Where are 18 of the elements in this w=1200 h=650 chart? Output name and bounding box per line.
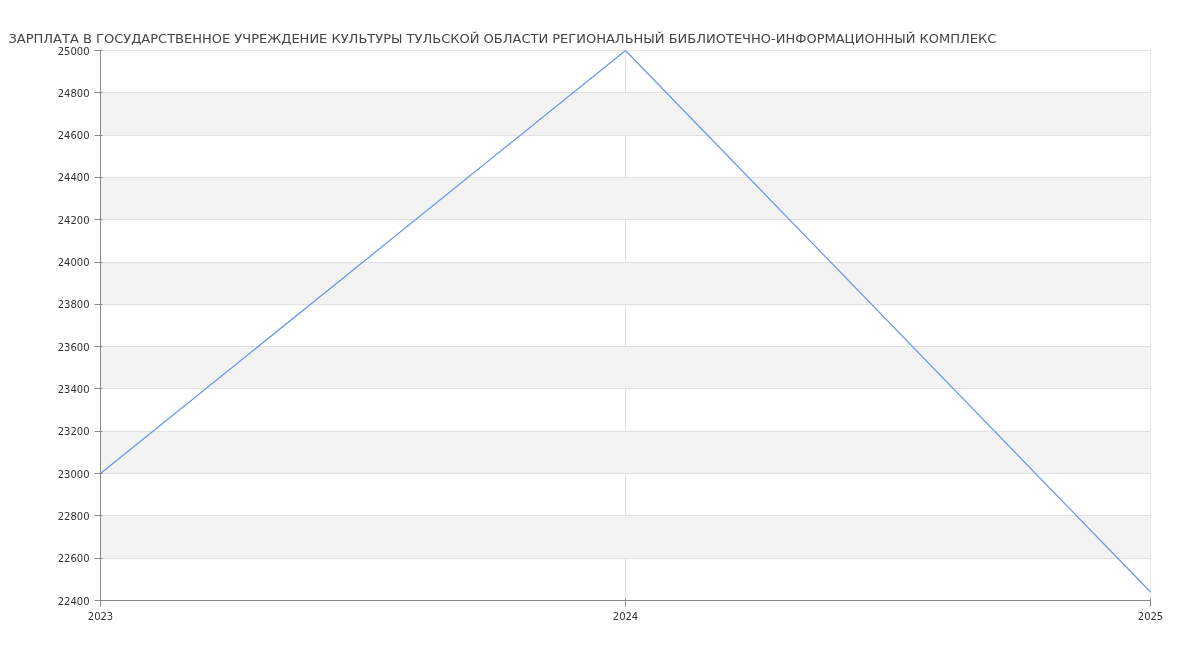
y-tick-label: 24400	[57, 172, 90, 184]
y-tick-label: 23000	[57, 468, 90, 480]
x-tick-label: 2023	[87, 610, 114, 622]
y-tick-label: 25000	[57, 45, 90, 57]
y-tick-label: 22800	[57, 510, 90, 522]
y-tick-label: 23600	[57, 341, 90, 353]
y-tick-label: 23400	[57, 383, 90, 395]
y-tick-label: 24800	[57, 87, 90, 99]
x-tick-label: 2024	[612, 610, 639, 622]
y-tick-label: 24200	[57, 214, 90, 226]
y-tick-label: 22400	[57, 595, 90, 607]
y-tick-label: 24600	[57, 130, 90, 142]
y-tick-label: 24000	[57, 257, 90, 269]
y-tick-label: 23200	[57, 426, 90, 438]
y-tick-label: 22600	[57, 553, 90, 565]
x-tick-label: 2025	[1137, 610, 1164, 622]
y-tick-label: 23800	[57, 299, 90, 311]
chart-title: ЗАРПЛАТА В ГОСУДАРСТВЕННОЕ УЧРЕЖДЕНИЕ КУЛЬТУРЫ ТУЛЬСКОЙ ОБЛАСТИ РЕГИОНАЛЬНЫЙ БИБЛИОТЕЧНО-ИНФОРМАЦИОННЫЙ КОМПЛЕКС	[8, 30, 997, 46]
